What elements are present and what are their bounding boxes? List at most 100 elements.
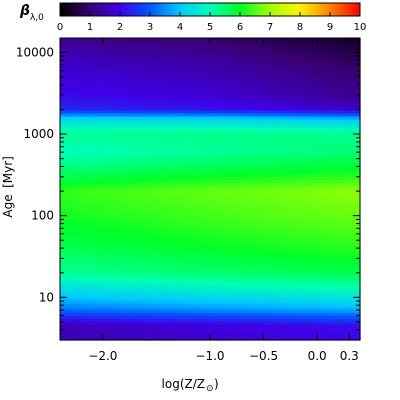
heatmap-cell	[335, 210, 341, 214]
heatmap-cell	[310, 225, 316, 229]
heatmap-cell	[285, 195, 291, 199]
heatmap-cell	[340, 38, 346, 42]
heatmap-cell	[105, 176, 111, 181]
heatmap-cell	[270, 225, 276, 229]
heatmap-cell	[225, 204, 231, 208]
heatmap-cell	[170, 89, 176, 93]
heatmap-cell	[110, 110, 116, 115]
heatmap-cell	[245, 77, 251, 81]
heatmap-cell	[105, 267, 111, 272]
heatmap-cell	[310, 264, 316, 269]
heatmap-cell	[170, 195, 176, 199]
heatmap-cell	[120, 119, 126, 124]
heatmap-cell	[165, 228, 171, 232]
heatmap-cell	[95, 122, 101, 127]
heatmap-cell	[355, 167, 361, 172]
heatmap-cell	[145, 53, 151, 57]
heatmap-cell	[220, 207, 226, 211]
heatmap-cell	[195, 231, 201, 235]
heatmap-cell	[340, 86, 346, 90]
heatmap-cell	[350, 113, 356, 118]
heatmap-cell	[95, 264, 101, 269]
heatmap-cell	[335, 243, 341, 247]
colorbar-ticks: 0 1 2 3 4 5 6 7 8 9 10	[57, 12, 366, 33]
heatmap-cell	[170, 68, 176, 72]
heatmap-cell	[80, 74, 86, 78]
heatmap-cell	[80, 213, 86, 217]
heatmap-cell	[205, 243, 211, 247]
heatmap-cell	[345, 107, 351, 112]
heatmap-cell	[300, 86, 306, 90]
heatmap-cell	[95, 267, 101, 272]
heatmap-cell	[90, 128, 96, 133]
heatmap-cell	[85, 101, 91, 106]
heatmap-cell	[145, 137, 151, 142]
heatmap-cell	[110, 167, 116, 172]
heatmap-cell	[190, 264, 196, 269]
heatmap-cell	[115, 116, 121, 121]
heatmap-cell	[305, 65, 311, 69]
heatmap-cell	[170, 279, 176, 284]
heatmap-cell	[145, 216, 151, 220]
heatmap-cell	[65, 125, 71, 130]
heatmap-cell	[230, 270, 236, 275]
heatmap-cell	[145, 185, 151, 190]
heatmap-cell	[245, 89, 251, 93]
heatmap-cell	[190, 92, 196, 96]
heatmap-cell	[210, 71, 216, 75]
heatmap-cell	[235, 101, 241, 106]
heatmap-cell	[190, 50, 196, 54]
colorbar-label-symbol: β	[19, 3, 30, 19]
heatmap-cell	[210, 246, 216, 250]
heatmap-cell	[110, 195, 116, 199]
heatmap-cell	[80, 201, 86, 205]
heatmap-cell	[335, 140, 341, 145]
heatmap-cell	[160, 149, 166, 154]
heatmap-cell	[340, 204, 346, 208]
heatmap-cell	[190, 176, 196, 181]
heatmap-cell	[145, 198, 151, 202]
heatmap-cell	[70, 228, 76, 232]
heatmap-cell	[60, 204, 66, 208]
heatmap-cell	[235, 59, 241, 63]
heatmap-cell	[130, 285, 136, 290]
heatmap-cell	[125, 116, 131, 121]
heatmap-cell	[315, 182, 321, 187]
heatmap-cell	[300, 252, 306, 257]
heatmap-cell	[155, 59, 161, 63]
heatmap-cell	[230, 89, 236, 93]
heatmap-cell	[255, 228, 261, 232]
heatmap-cell	[150, 201, 156, 205]
heatmap-cell	[275, 198, 281, 202]
heatmap-cell	[225, 173, 231, 178]
heatmap-cell	[150, 62, 156, 66]
heatmap-cell	[285, 243, 291, 247]
heatmap-cell	[185, 98, 191, 103]
heatmap-cell	[165, 86, 171, 90]
heatmap-cell	[75, 179, 81, 184]
heatmap-cell	[140, 98, 146, 103]
heatmap-cell	[335, 122, 341, 127]
heatmap-cell	[215, 59, 221, 63]
heatmap-cell	[85, 225, 91, 229]
heatmap-cell	[165, 222, 171, 226]
heatmap-cell	[140, 86, 146, 90]
heatmap-cell	[350, 219, 356, 223]
heatmap-cell	[205, 50, 211, 54]
heatmap-cell	[100, 137, 106, 142]
heatmap-cell	[260, 243, 266, 247]
heatmap-cell	[270, 119, 276, 124]
heatmap-cell	[250, 95, 256, 99]
heatmap-cell	[70, 68, 76, 72]
heatmap-cell	[155, 231, 161, 235]
heatmap-cell	[240, 267, 246, 272]
heatmap-cell	[225, 113, 231, 118]
heatmap-cell	[340, 59, 346, 63]
heatmap-cell	[175, 270, 181, 275]
heatmap-cell	[105, 68, 111, 72]
heatmap-cell	[175, 68, 181, 72]
heatmap-cell	[220, 65, 226, 69]
heatmap-cell	[140, 201, 146, 205]
heatmap-cell	[245, 198, 251, 202]
heatmap-cell	[315, 56, 321, 60]
